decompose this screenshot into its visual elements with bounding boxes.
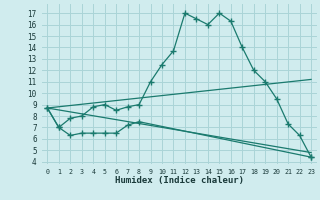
X-axis label: Humidex (Indice chaleur): Humidex (Indice chaleur) (115, 176, 244, 185)
